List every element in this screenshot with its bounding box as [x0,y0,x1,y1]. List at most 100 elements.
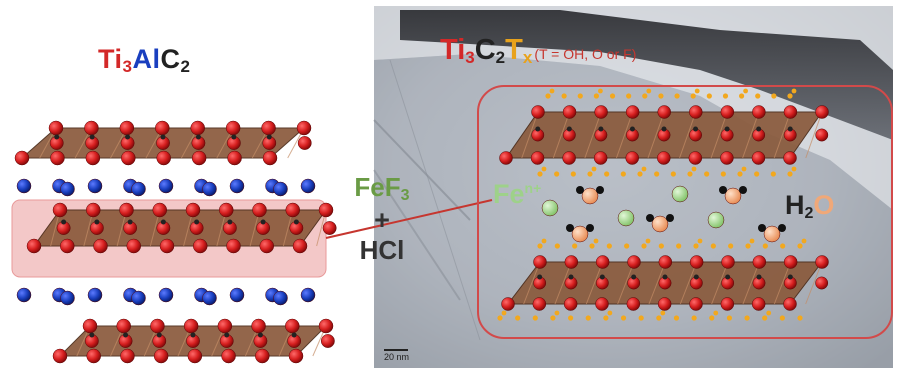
right-bottom-layer-facet [742,261,760,305]
right-bottom-layer-facet [679,261,698,305]
termination-group [537,243,543,249]
right-bottom-layer-ti-bottom [626,297,641,311]
termination-group [641,166,647,172]
water-o: O [813,190,835,220]
water-molecule-hydrogen [778,224,786,232]
left-middle-layer-carbon [94,219,100,225]
left-bottom-layer-ti-top [116,318,131,334]
left-top-layer-ti-bottom [191,150,207,166]
al-atom [273,290,288,306]
al-atom [158,287,174,303]
mxene-formula: Ti3C2Tx (T = OH, O or F) [440,34,636,68]
right-bottom-layer-ti-bottom [563,297,578,311]
left-middle-layer-carbon [260,219,266,225]
etchant-reagents: FeF3 + HCl [336,172,428,266]
termination-group [766,310,772,316]
left-top-layer-carbon [160,134,166,140]
termination-group [787,171,793,177]
left-top-layer-ti-bottom [85,150,101,166]
right-bottom-layer-ti-top [783,255,798,269]
termination-group [642,93,648,99]
left-bottom-layer-ti-bottom [221,348,236,364]
right-bottom-layer-carbon [756,274,762,280]
right-bottom-layer-carbon [662,274,668,280]
left-middle-layer-ti-top [252,202,267,218]
termination-group [497,315,503,321]
left-top-layer-ti-bottom [121,150,136,166]
al-atom [158,178,174,194]
termination-group [797,243,803,249]
iron-ion [617,209,635,227]
right-top-layer-ti-top [625,105,640,119]
termination-group [638,315,644,321]
water-molecule-hydrogen [719,186,727,194]
termination-group [593,93,600,99]
termination-group [641,243,647,249]
termination-group [554,171,560,177]
right-top-layer-ti-top [720,105,735,119]
left-top-layer-ti-top [84,120,99,136]
left-middle-layer-ti-top [86,202,101,218]
mxene-t: T [505,34,523,66]
right-bottom-layer-ti-bottom [657,297,672,311]
right-top-layer-ti-top [815,105,829,119]
crystal-structures [14,88,829,364]
termination-group [674,93,680,99]
left-middle-layer-ti-bottom [126,238,141,254]
right-top-layer-facet [679,111,697,159]
water-molecule-hydrogen [576,186,584,194]
left-middle-layer-carbon [227,219,233,225]
reagent-fef: FeF [354,172,401,202]
water-label: H2O [785,190,834,223]
left-top-layer-carbon [89,134,95,140]
al-atom [229,287,245,303]
termination-group [598,88,603,94]
left-middle-layer-ti-top [285,202,300,218]
water-sub: 2 [804,205,814,222]
termination-group [587,171,593,177]
termination-group [691,315,697,321]
scale-bar-label: 20 nm [384,352,410,362]
right-bottom-layer-facet [805,261,823,305]
left-top-layer-ti-top [190,120,205,136]
termination-group [637,171,643,177]
left-middle-layer-ti-bottom [193,238,208,254]
right-top-layer-ti-bottom [593,151,608,165]
left-middle-layer-slab [33,209,327,247]
termination-group [645,238,651,244]
water-molecule-oxygen [571,225,589,243]
termination-group [577,93,583,99]
fe-charge: n+ [524,180,542,196]
termination-group [771,93,777,99]
right-bottom-layer-carbon [631,274,637,280]
termination-group [541,166,547,172]
termination-group [691,166,697,172]
termination-group [745,243,751,249]
termination-group [710,243,716,249]
right-top-layer-ti-bottom [499,151,513,165]
right-bottom-layer-ti-top [564,255,579,269]
al-atom [131,290,146,306]
termination-group [658,243,664,249]
left-top-layer-ti-top [261,120,276,136]
connector-line [325,199,493,239]
al-atom [16,287,32,303]
left-bottom-layer-ti-bottom [86,348,101,364]
right-top-layer-facet [805,111,823,159]
left-top-layer-ti-top [155,120,170,136]
termination-group [656,315,662,321]
termination-group [791,88,797,94]
left-bottom-layer-ti-top [285,318,300,334]
termination-group [593,238,599,244]
termination-group [791,166,797,172]
left-bottom-layer-carbon [190,332,196,338]
right-top-layer-facet [552,111,571,159]
termination-group [744,315,750,321]
right-top-layer-carbon [629,126,635,132]
right-top-layer-ti-top [594,105,608,119]
left-middle-layer-ti-top [185,202,201,218]
termination-group [554,310,560,316]
al-atom [273,181,288,197]
termination-group [739,93,745,99]
left-bottom-layer-ti-mid [320,334,335,348]
